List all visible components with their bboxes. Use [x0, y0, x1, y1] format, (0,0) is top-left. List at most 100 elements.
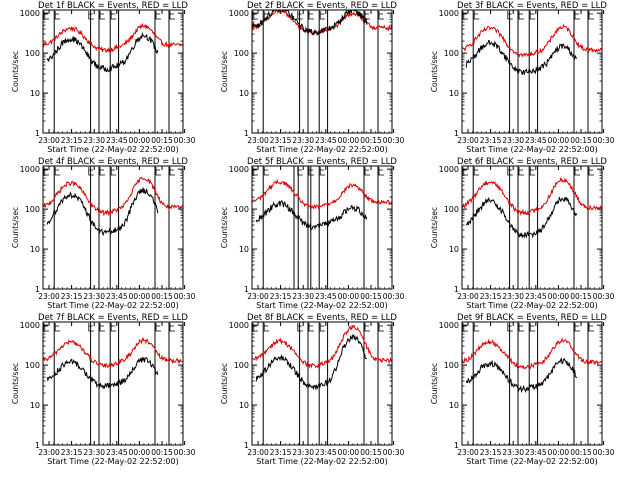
- x-tick-label: 23:00: [247, 448, 269, 457]
- flag-marker: [507, 167, 513, 176]
- flag-marker: [110, 323, 117, 332]
- flag-marker: [378, 11, 384, 20]
- flag-marker: [308, 323, 314, 332]
- x-axis-label: Start Time (22-May-02 22:52:00): [47, 457, 178, 466]
- flag-marker: [88, 11, 94, 20]
- flag-marker: [169, 167, 175, 176]
- y-tick-label: 10: [239, 245, 249, 254]
- flag-marker: [507, 11, 513, 20]
- flag-marker: [263, 167, 270, 176]
- events-series-line: [252, 10, 368, 36]
- y-tick-label: 1: [35, 285, 40, 294]
- x-tick-label: 23:00: [38, 136, 60, 145]
- panel-det-2: Det 2f BLACK = Events, RED = LLD 1 10 100 10…: [220, 1, 405, 154]
- x-tick-label: 23:30: [83, 136, 105, 145]
- x-tick-label: 23:30: [292, 292, 314, 301]
- flag-marker: [54, 323, 61, 332]
- x-tick-label: 23:45: [525, 448, 547, 457]
- y-axis-label: Counts/sec: [430, 51, 439, 92]
- y-tick-label: 100: [234, 49, 249, 58]
- y-tick-label: 1000: [439, 165, 459, 174]
- events-series-line: [255, 200, 368, 231]
- events-series-line: [46, 356, 159, 390]
- y-axis-label: Counts/sec: [11, 207, 20, 248]
- x-tick-label: 23:00: [457, 448, 479, 457]
- plot-area: [462, 322, 602, 445]
- flag-marker: [319, 11, 326, 20]
- x-tick-label: 23:15: [480, 136, 502, 145]
- flag-marker: [308, 11, 314, 20]
- x-tick-label: 23:30: [292, 448, 314, 457]
- flag-marker: [462, 323, 468, 332]
- x-axis-label: Start Time (22-May-02 22:52:00): [47, 145, 178, 154]
- flag-marker: [473, 323, 480, 332]
- flag-marker: [529, 167, 536, 176]
- x-tick-label: 00:30: [383, 136, 405, 145]
- plot-frame: [42, 321, 184, 446]
- x-tick-label: 23:00: [457, 136, 479, 145]
- events-series-line: [46, 32, 159, 73]
- y-tick-label: 1: [244, 129, 249, 138]
- flag-marker: [297, 11, 303, 20]
- events-series-line: [465, 196, 578, 239]
- flag-marker: [588, 167, 594, 176]
- x-tick-label: 23:15: [270, 292, 292, 301]
- x-tick-label: 23:15: [61, 292, 83, 301]
- lld-series-line: [462, 177, 602, 217]
- plot-frame: [461, 165, 603, 290]
- x-tick-label: 23:45: [106, 136, 128, 145]
- plot-area: [252, 322, 392, 445]
- y-tick-label: 1000: [439, 9, 459, 18]
- plot-frame: [42, 9, 184, 134]
- y-tick-label: 1: [454, 285, 459, 294]
- y-tick-label: 1: [35, 129, 40, 138]
- flag-marker: [252, 11, 258, 20]
- panel-title: Det 1f BLACK = Events, RED = LLD: [38, 1, 188, 11]
- x-tick-label: 23:15: [480, 448, 502, 457]
- x-tick-label: 23:45: [315, 136, 337, 145]
- y-tick-label: 10: [449, 245, 459, 254]
- y-tick-label: 10: [30, 401, 40, 410]
- y-axis-label: Counts/sec: [430, 207, 439, 248]
- flag-marker: [319, 167, 326, 176]
- lld-series-line: [43, 22, 183, 54]
- y-tick-label: 1: [35, 441, 40, 450]
- flag-marker: [155, 323, 161, 332]
- y-tick-label: 1: [454, 129, 459, 138]
- panel-title: Det 8f BLACK = Events, RED = LLD: [247, 313, 397, 323]
- y-tick-label: 100: [444, 361, 459, 370]
- x-axis-label: Start Time (22-May-02 22:52:00): [256, 301, 387, 310]
- flag-marker: [43, 11, 49, 20]
- x-tick-label: 00:15: [570, 136, 592, 145]
- x-tick-label: 00:15: [151, 448, 173, 457]
- x-tick-label: 00:30: [383, 292, 405, 301]
- x-tick-label: 23:45: [525, 136, 547, 145]
- events-series-line: [465, 357, 578, 394]
- panel-det-9: Det 9f BLACK = Events, RED = LLD 1 10 100 10…: [430, 313, 615, 466]
- x-tick-label: 00:15: [360, 136, 382, 145]
- flag-marker: [297, 323, 303, 332]
- y-tick-label: 10: [30, 89, 40, 98]
- panel-det-8: Det 8f BLACK = Events, RED = LLD 1 10 100 10…: [220, 313, 405, 466]
- y-axis-label: Counts/sec: [11, 363, 20, 404]
- panel-det-3: Det 3f BLACK = Events, RED = LLD 1 10 100 10…: [430, 1, 615, 154]
- flag-marker: [378, 323, 384, 332]
- x-tick-label: 00:00: [338, 292, 360, 301]
- plot-area: [252, 166, 392, 289]
- plot-frame: [251, 9, 393, 134]
- flag-marker: [263, 323, 270, 332]
- x-tick-label: 23:30: [83, 448, 105, 457]
- lld-series-line: [43, 337, 183, 370]
- x-tick-label: 23:45: [106, 448, 128, 457]
- x-tick-label: 00:15: [360, 448, 382, 457]
- x-tick-label: 00:00: [548, 136, 570, 145]
- flag-marker: [574, 167, 580, 176]
- flag-marker: [54, 167, 61, 176]
- x-tick-label: 23:00: [247, 136, 269, 145]
- flag-marker: [54, 11, 61, 20]
- x-tick-label: 00:30: [174, 292, 196, 301]
- x-tick-label: 23:30: [502, 292, 524, 301]
- x-tick-label: 00:00: [338, 136, 360, 145]
- panel-det-4: Det 4f BLACK = Events, RED = LLD 1 10 100 10…: [11, 157, 196, 310]
- panel-det-7: Det 7f BLACK = Events, RED = LLD 1 10 100 10…: [11, 313, 196, 466]
